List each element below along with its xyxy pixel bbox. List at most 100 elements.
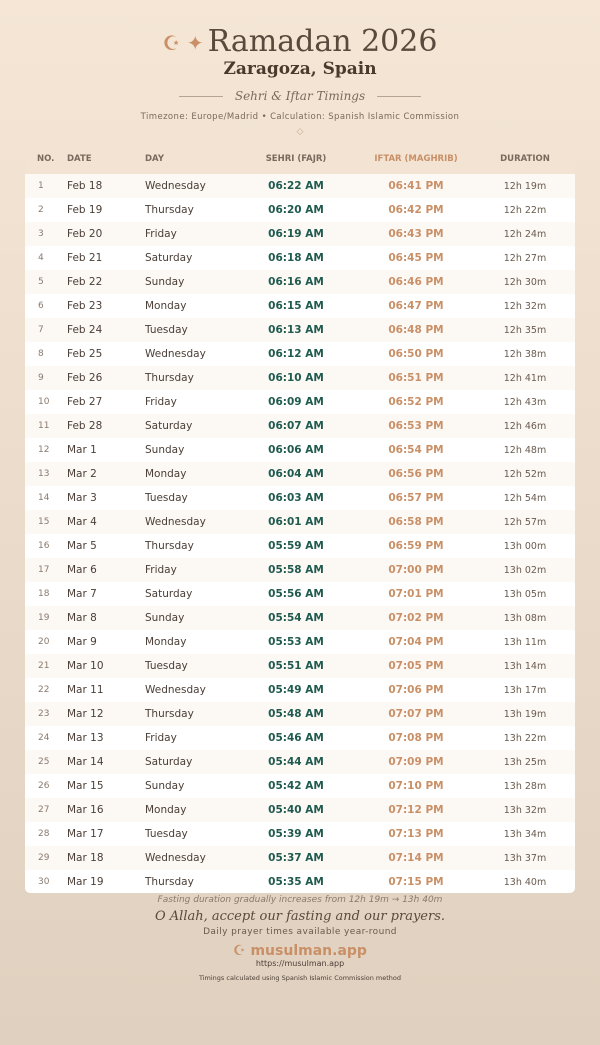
table-row: 3 Feb 20 Friday 06:19 AM 06:43 PM 12h 24m	[25, 222, 575, 246]
date: Mar 13	[67, 732, 104, 744]
day-number: 1	[38, 181, 44, 191]
iftar-time: 06:58 PM	[388, 516, 444, 528]
table-row: 17 Mar 6 Friday 05:58 AM 07:00 PM 13h 02m	[25, 558, 575, 582]
duration: 13h 00m	[503, 540, 547, 552]
iftar-time: 07:06 PM	[388, 684, 444, 696]
col-iftar: IFTAR (MAGHRIB)	[374, 153, 458, 164]
subtitle: Sehri & Iftar Timings	[0, 89, 600, 103]
date: Mar 3	[67, 492, 97, 504]
table-body: 1 Feb 18 Wednesday 06:22 AM 06:41 PM 12h 19m 2…	[25, 174, 575, 893]
weekday: Friday	[145, 732, 177, 744]
date: Feb 19	[67, 204, 103, 216]
url-link[interactable]: https://musulman.app	[255, 959, 345, 968]
day-number: 14	[38, 493, 50, 503]
iftar-time: 07:01 PM	[388, 588, 444, 600]
sehri-time: 06:10 AM	[268, 372, 324, 384]
table-row: 25 Mar 14 Saturday 05:44 AM 07:09 PM 13h 25m	[25, 750, 575, 774]
brand-link[interactable]: ☪ musulman.app	[233, 943, 367, 959]
iftar-time: 06:46 PM	[388, 276, 444, 288]
iftar-time: 06:48 PM	[388, 324, 444, 336]
weekday: Tuesday	[145, 492, 188, 504]
day-number: 5	[38, 277, 44, 287]
date: Mar 1	[67, 444, 97, 456]
weekday: Sunday	[145, 276, 185, 288]
iftar-time: 06:50 PM	[388, 348, 444, 360]
iftar-time: 07:13 PM	[388, 828, 444, 840]
duration: 12h 43m	[503, 396, 547, 408]
sehri-time: 06:22 AM	[268, 180, 324, 192]
iftar-time: 07:07 PM	[388, 708, 444, 720]
weekday: Saturday	[145, 252, 193, 264]
weekday: Thursday	[145, 540, 194, 552]
duration: 12h 48m	[503, 444, 547, 456]
date: Mar 5	[67, 540, 97, 552]
day-number: 15	[38, 517, 50, 527]
table-row: 6 Feb 23 Monday 06:15 AM 06:47 PM 12h 32m	[25, 294, 575, 318]
date: Feb 28	[67, 420, 103, 432]
weekday: Wednesday	[145, 348, 206, 360]
divider	[178, 95, 223, 97]
day-number: 7	[38, 325, 44, 335]
method-note: Timings calculated using Spanish Islamic…	[198, 974, 402, 982]
date: Mar 10	[67, 660, 104, 672]
duration: 13h 22m	[503, 732, 547, 744]
date: Mar 15	[67, 780, 104, 792]
weekday: Wednesday	[145, 852, 206, 864]
date: Mar 7	[67, 588, 97, 600]
duration: 13h 32m	[503, 804, 547, 816]
table-row: 29 Mar 18 Wednesday 05:37 AM 07:14 PM 13h 37m	[25, 846, 575, 870]
duration: 13h 02m	[503, 564, 547, 576]
col-duration: DURATION	[500, 153, 550, 164]
day-number: 21	[38, 661, 50, 671]
table-row: 19 Mar 8 Sunday 05:54 AM 07:02 PM 13h 08m	[25, 606, 575, 630]
sehri-time: 06:15 AM	[268, 300, 324, 312]
iftar-time: 06:57 PM	[388, 492, 444, 504]
duration: 13h 05m	[503, 588, 547, 600]
iftar-time: 06:47 PM	[388, 300, 444, 312]
table-row: 5 Feb 22 Sunday 06:16 AM 06:46 PM 12h 30m	[25, 270, 575, 294]
duration: 13h 14m	[503, 660, 547, 672]
table-row: 18 Mar 7 Saturday 05:56 AM 07:01 PM 13h 05m	[25, 582, 575, 606]
day-number: 3	[38, 229, 44, 239]
table-row: 22 Mar 11 Wednesday 05:49 AM 07:06 PM 13h 17m	[25, 678, 575, 702]
date: Feb 26	[67, 372, 103, 384]
sehri-time: 05:54 AM	[268, 612, 324, 624]
day-number: 12	[38, 445, 50, 455]
duration: 12h 52m	[503, 468, 547, 480]
iftar-time: 06:45 PM	[388, 252, 444, 264]
day-number: 20	[38, 637, 50, 647]
duration: 13h 40m	[503, 876, 547, 888]
iftar-time: 07:12 PM	[388, 804, 444, 816]
duration: 12h 54m	[503, 492, 547, 504]
table-row: 28 Mar 17 Tuesday 05:39 AM 07:13 PM 13h 34m	[25, 822, 575, 846]
day-number: 24	[38, 733, 50, 743]
weekday: Monday	[145, 468, 187, 480]
date: Mar 18	[67, 852, 104, 864]
iftar-time: 06:41 PM	[388, 180, 444, 192]
sehri-time: 05:49 AM	[268, 684, 324, 696]
footer: Fasting duration gradually increases fro…	[0, 895, 600, 982]
iftar-time: 06:59 PM	[388, 540, 444, 552]
weekday: Sunday	[145, 612, 185, 624]
table-row: 21 Mar 10 Tuesday 05:51 AM 07:05 PM 13h 14m	[25, 654, 575, 678]
duration: 12h 19m	[503, 180, 547, 192]
weekday: Thursday	[145, 876, 194, 888]
table-row: 12 Mar 1 Sunday 06:06 AM 06:54 PM 12h 48m	[25, 438, 575, 462]
diamond-icon: ◇	[296, 127, 304, 137]
weekday: Saturday	[145, 756, 193, 768]
day-number: 27	[38, 805, 50, 815]
date: Mar 9	[67, 636, 97, 648]
day-number: 28	[38, 829, 50, 839]
tagline: Daily prayer times available year-round	[203, 927, 397, 937]
duration: 13h 25m	[503, 756, 547, 768]
date: Mar 11	[67, 684, 104, 696]
date: Feb 21	[67, 252, 103, 264]
duration: 13h 34m	[503, 828, 547, 840]
sehri-time: 05:42 AM	[268, 780, 324, 792]
iftar-time: 06:54 PM	[388, 444, 444, 456]
table-header: NO. DATE DAY SEHRI (FAJR) IFTAR (MAGHRIB…	[25, 143, 575, 174]
col-date: DATE	[67, 153, 92, 164]
day-number: 26	[38, 781, 50, 791]
weekday: Thursday	[145, 204, 194, 216]
table-row: 23 Mar 12 Thursday 05:48 AM 07:07 PM 13h 19m	[25, 702, 575, 726]
